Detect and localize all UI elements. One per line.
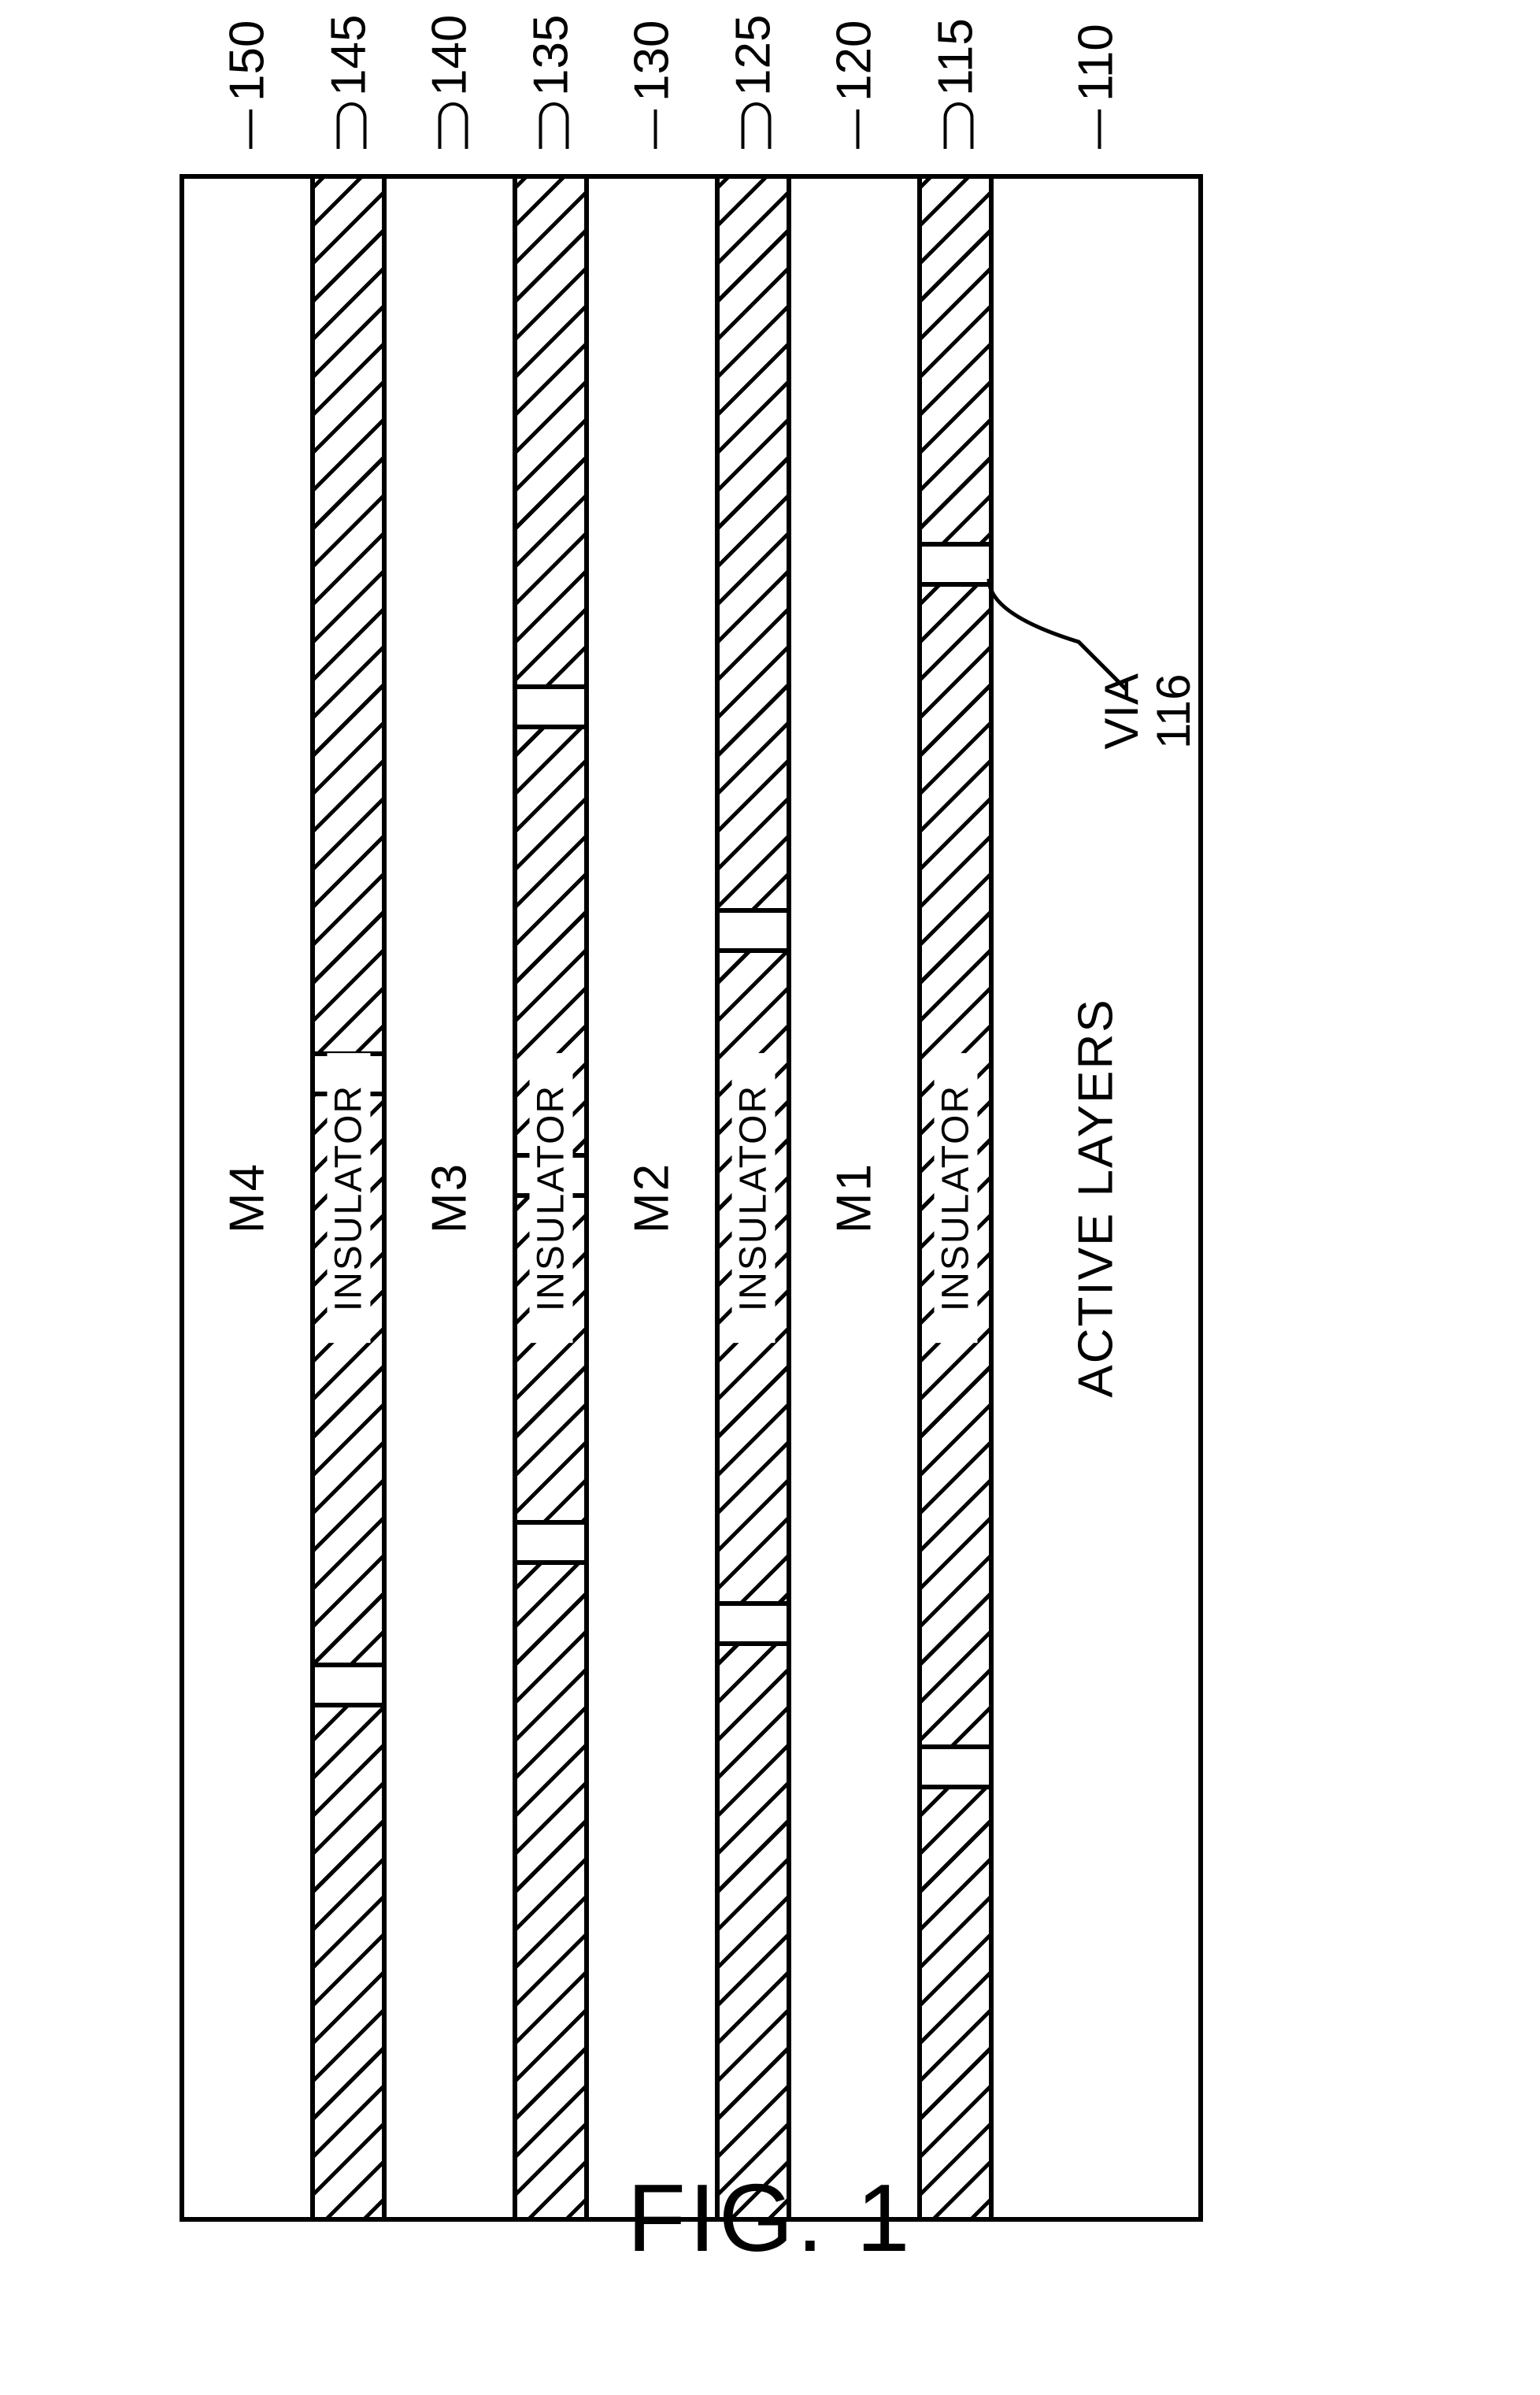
insulator-layer-145: INSULATOR 145 [310, 179, 382, 2217]
layer-label-m1: M1 [827, 1162, 883, 1233]
via [315, 1663, 382, 1707]
insulator-label: INSULATOR [327, 1052, 370, 1342]
via-116 [922, 541, 989, 586]
figure-1: M4 150 INSULATOR 145 M3 140 INSULATOR [0, 0, 1540, 2395]
insulator-label: INSULATOR [731, 1052, 775, 1342]
layer-label-m4: M4 [220, 1162, 276, 1233]
figure-caption: FIG. 1 [627, 2163, 913, 2273]
metal-layer-m2: M2 130 [584, 179, 715, 2217]
insulator-label: INSULATOR [934, 1052, 977, 1342]
via [517, 1519, 584, 1564]
rotated-wrapper: M4 150 INSULATOR 145 M3 140 INSULATOR [180, 174, 1360, 2222]
layer-label-m3: M3 [422, 1162, 478, 1233]
ref-num-115: 115 [927, 18, 983, 149]
ref-num-150: 150 [220, 20, 276, 148]
insulator-layer-135: INSULATOR 135 [513, 179, 584, 2217]
ref-num-145: 145 [320, 14, 376, 148]
ref-num-125: 125 [725, 14, 781, 148]
metal-layer-m1: M1 120 [787, 179, 917, 2217]
via [720, 908, 787, 953]
via [720, 1601, 787, 1646]
via-lead-line [984, 179, 1189, 2217]
metal-layer-m4: M4 150 [184, 179, 310, 2217]
via [922, 1744, 989, 1789]
insulator-label: INSULATOR [529, 1052, 572, 1342]
ref-num-130: 130 [624, 20, 680, 148]
layer-stack: M4 150 INSULATOR 145 M3 140 INSULATOR [180, 174, 1203, 2222]
ref-num-140: 140 [422, 14, 478, 148]
insulator-layer-125: INSULATOR 125 [715, 179, 787, 2217]
layer-label-m2: M2 [624, 1162, 680, 1233]
metal-layer-m3: M3 140 [382, 179, 513, 2217]
via-callout-label: VIA 116 [1096, 673, 1200, 749]
ref-num-110: 110 [1068, 24, 1124, 149]
insulator-layer-115: INSULATOR 115 [917, 179, 989, 2217]
via [517, 684, 584, 729]
active-layers: ACTIVE LAYERS 110 VIA 116 [989, 179, 1198, 2217]
ref-num-120: 120 [827, 20, 883, 148]
ref-num-135: 135 [523, 14, 579, 148]
